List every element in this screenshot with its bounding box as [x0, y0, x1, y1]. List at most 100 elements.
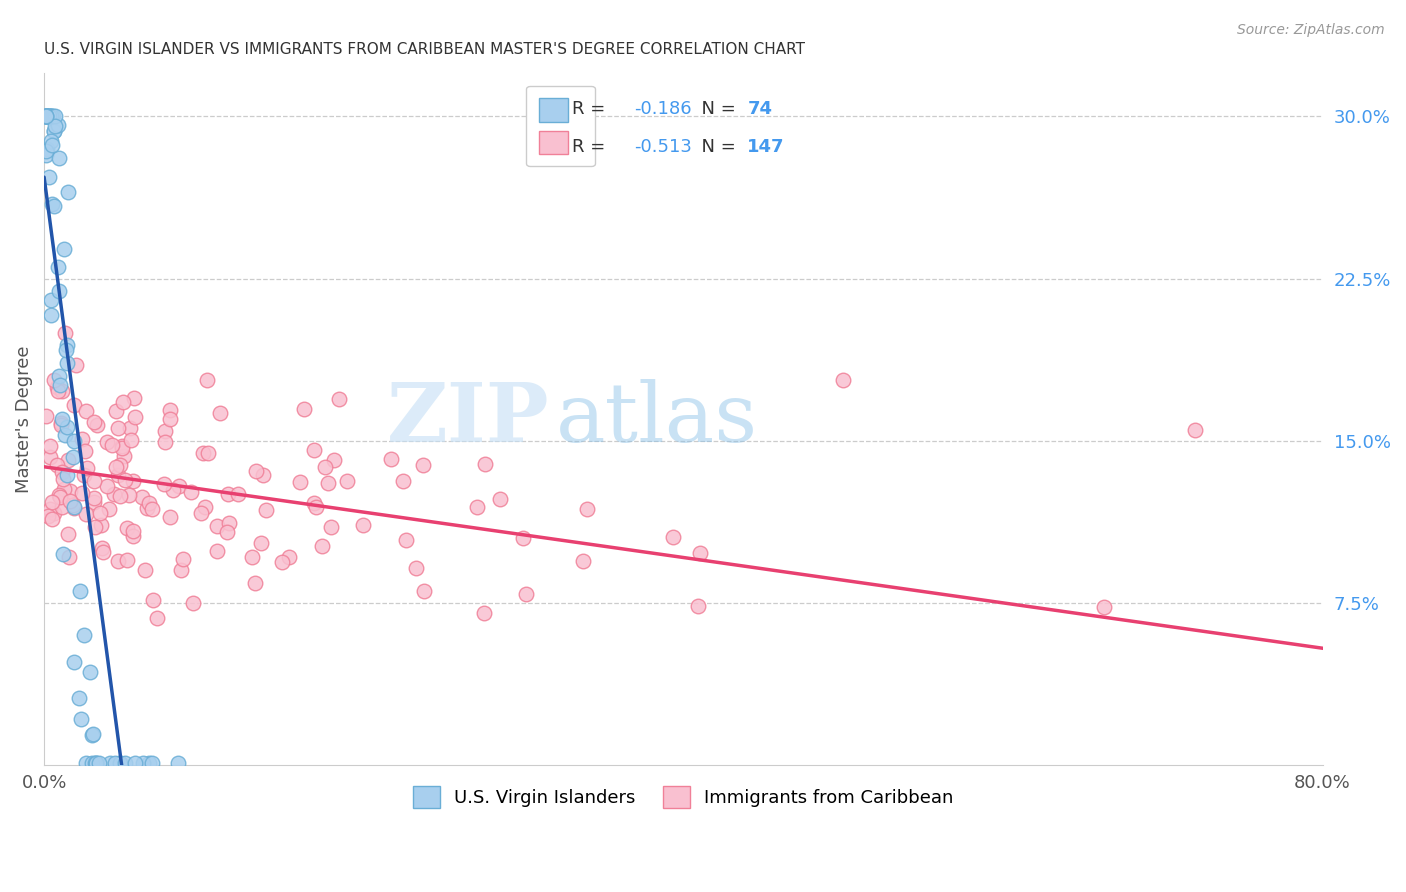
- Point: [45, 380, 67, 394]
- Point: [472, 606, 495, 620]
- Point: [39, 502, 62, 516]
- Point: [70, 486, 93, 500]
- Point: [51, 384, 73, 398]
- Point: [96, 479, 118, 493]
- Point: [380, 452, 402, 467]
- Point: [352, 517, 374, 532]
- Point: [84, 756, 107, 770]
- Point: [35, 110, 58, 124]
- Point: [488, 491, 510, 506]
- Point: [35, 144, 58, 158]
- Point: [56, 185, 79, 199]
- Point: [392, 474, 415, 488]
- Point: [37, 509, 59, 524]
- Point: [323, 452, 346, 467]
- Point: [243, 575, 266, 590]
- Point: [38, 450, 60, 464]
- Point: [207, 544, 229, 558]
- Point: [134, 563, 156, 577]
- Point: [576, 502, 599, 516]
- Point: [42, 506, 65, 520]
- Point: [146, 610, 169, 624]
- Point: [83, 756, 105, 770]
- Point: [250, 536, 273, 550]
- Point: [67, 690, 90, 705]
- Point: [832, 373, 855, 387]
- Point: [35, 110, 58, 124]
- Point: [37, 142, 59, 156]
- Point: [48, 488, 70, 502]
- Point: [217, 525, 239, 540]
- Point: [112, 395, 135, 409]
- Point: [141, 756, 163, 770]
- Point: [97, 501, 120, 516]
- Point: [83, 491, 105, 505]
- Point: [217, 487, 239, 501]
- Point: [39, 134, 62, 148]
- Point: [55, 343, 77, 357]
- Point: [72, 628, 94, 642]
- Point: [38, 110, 60, 124]
- Point: [80, 728, 103, 742]
- Point: [118, 487, 141, 501]
- Point: [124, 756, 146, 770]
- Point: [48, 284, 70, 298]
- Point: [120, 433, 142, 447]
- Point: [121, 524, 143, 538]
- Point: [686, 599, 709, 613]
- Point: [110, 489, 132, 503]
- Point: [112, 449, 135, 463]
- Point: [53, 326, 76, 340]
- Point: [270, 555, 292, 569]
- Text: -0.186: -0.186: [634, 100, 692, 118]
- Point: [662, 530, 685, 544]
- Point: [48, 151, 70, 165]
- Point: [91, 541, 114, 556]
- Point: [44, 124, 66, 138]
- Point: [63, 398, 86, 412]
- Point: [132, 756, 155, 770]
- Point: [39, 293, 62, 308]
- Point: [194, 500, 217, 515]
- Point: [208, 406, 231, 420]
- Text: N =: N =: [690, 137, 741, 156]
- Point: [104, 460, 127, 475]
- Text: N =: N =: [690, 100, 741, 118]
- Point: [63, 501, 86, 516]
- Point: [138, 496, 160, 510]
- Text: R =: R =: [572, 137, 612, 156]
- Point: [75, 756, 97, 770]
- Point: [1184, 423, 1206, 437]
- Legend: U.S. Virgin Islanders, Immigrants from Caribbean: U.S. Virgin Islanders, Immigrants from C…: [406, 779, 960, 815]
- Point: [58, 549, 80, 564]
- Point: [304, 495, 326, 509]
- Point: [205, 518, 228, 533]
- Point: [90, 517, 112, 532]
- Point: [167, 756, 190, 770]
- Point: [75, 507, 97, 521]
- Point: [107, 468, 129, 483]
- Point: [240, 549, 263, 564]
- Point: [46, 118, 69, 132]
- Point: [122, 475, 145, 489]
- Y-axis label: Master's Degree: Master's Degree: [15, 345, 32, 493]
- Point: [290, 475, 312, 489]
- Point: [59, 483, 82, 498]
- Text: R =: R =: [572, 100, 612, 118]
- Point: [39, 308, 62, 322]
- Point: [65, 358, 87, 372]
- Point: [44, 119, 66, 133]
- Point: [412, 584, 434, 599]
- Point: [131, 490, 153, 504]
- Point: [41, 197, 63, 211]
- Point: [689, 546, 711, 560]
- Point: [142, 593, 165, 607]
- Point: [35, 110, 58, 124]
- Point: [52, 243, 75, 257]
- Point: [44, 110, 66, 124]
- Point: [305, 500, 328, 514]
- Point: [62, 450, 84, 465]
- Point: [86, 756, 108, 770]
- Point: [170, 563, 193, 577]
- Point: [114, 756, 136, 770]
